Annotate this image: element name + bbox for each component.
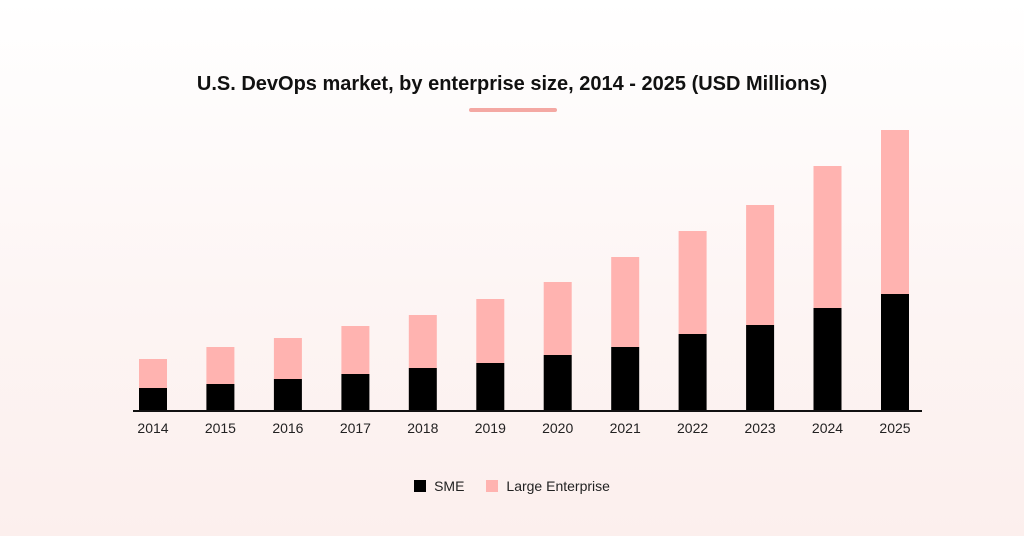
x-tick-label-2017: 2017	[340, 420, 371, 436]
x-tick-label-2016: 2016	[272, 420, 303, 436]
bar-large-enterprise-2021	[611, 257, 640, 347]
bar-large-enterprise-2024	[813, 166, 842, 308]
title-underline	[469, 108, 557, 112]
legend-label-large-enterprise: Large Enterprise	[506, 478, 610, 494]
bar-large-enterprise-2016	[273, 338, 302, 379]
legend-swatch-large-enterprise	[486, 480, 499, 492]
legend: SME Large Enterprise	[0, 478, 1024, 494]
bar-large-enterprise-2014	[139, 359, 167, 388]
bar-sme-2014	[139, 388, 167, 410]
bars-group	[139, 130, 909, 410]
x-tick-label-2025: 2025	[879, 420, 910, 436]
bar-sme-2018	[408, 368, 437, 410]
x-tick-label-2020: 2020	[542, 420, 573, 436]
bar-large-enterprise-2015	[206, 347, 235, 384]
x-tick-label-2022: 2022	[677, 420, 708, 436]
bar-sme-2021	[611, 347, 640, 410]
legend-item-sme: SME	[414, 478, 464, 494]
x-tick-label-2018: 2018	[407, 420, 438, 436]
bar-sme-2020	[543, 355, 572, 410]
bar-sme-2025	[881, 294, 909, 410]
x-tick-label-2024: 2024	[812, 420, 843, 436]
chart-title: U.S. DevOps market, by enterprise size, …	[196, 73, 828, 95]
bar-sme-2019	[476, 363, 505, 410]
bar-large-enterprise-2020	[543, 282, 572, 355]
x-tick-labels: 2014 2015 2016 2017 2018 2019 2020 2021 2022 2023…	[137, 420, 910, 436]
legend-item-large-enterprise: Large Enterprise	[486, 478, 610, 494]
bar-large-enterprise-2017	[341, 326, 370, 374]
bar-sme-2023	[746, 325, 775, 410]
x-tick-label-2015: 2015	[205, 420, 236, 436]
bar-large-enterprise-2018	[408, 315, 437, 368]
bar-large-enterprise-2019	[476, 299, 505, 363]
x-tick-label-2014: 2014	[137, 420, 168, 436]
bar-sme-2017	[341, 374, 370, 410]
x-tick-label-2023: 2023	[745, 420, 776, 436]
x-tick-label-2021: 2021	[610, 420, 641, 436]
bar-large-enterprise-2022	[678, 231, 707, 334]
bar-large-enterprise-2023	[746, 205, 775, 325]
bar-sme-2022	[678, 334, 707, 410]
x-tick-label-2019: 2019	[475, 420, 506, 436]
bar-large-enterprise-2025	[881, 130, 909, 294]
legend-swatch-sme	[414, 480, 427, 492]
bar-sme-2016	[273, 379, 302, 410]
legend-label-sme: SME	[434, 478, 465, 494]
bar-sme-2024	[813, 308, 842, 410]
bar-sme-2015	[206, 384, 235, 410]
